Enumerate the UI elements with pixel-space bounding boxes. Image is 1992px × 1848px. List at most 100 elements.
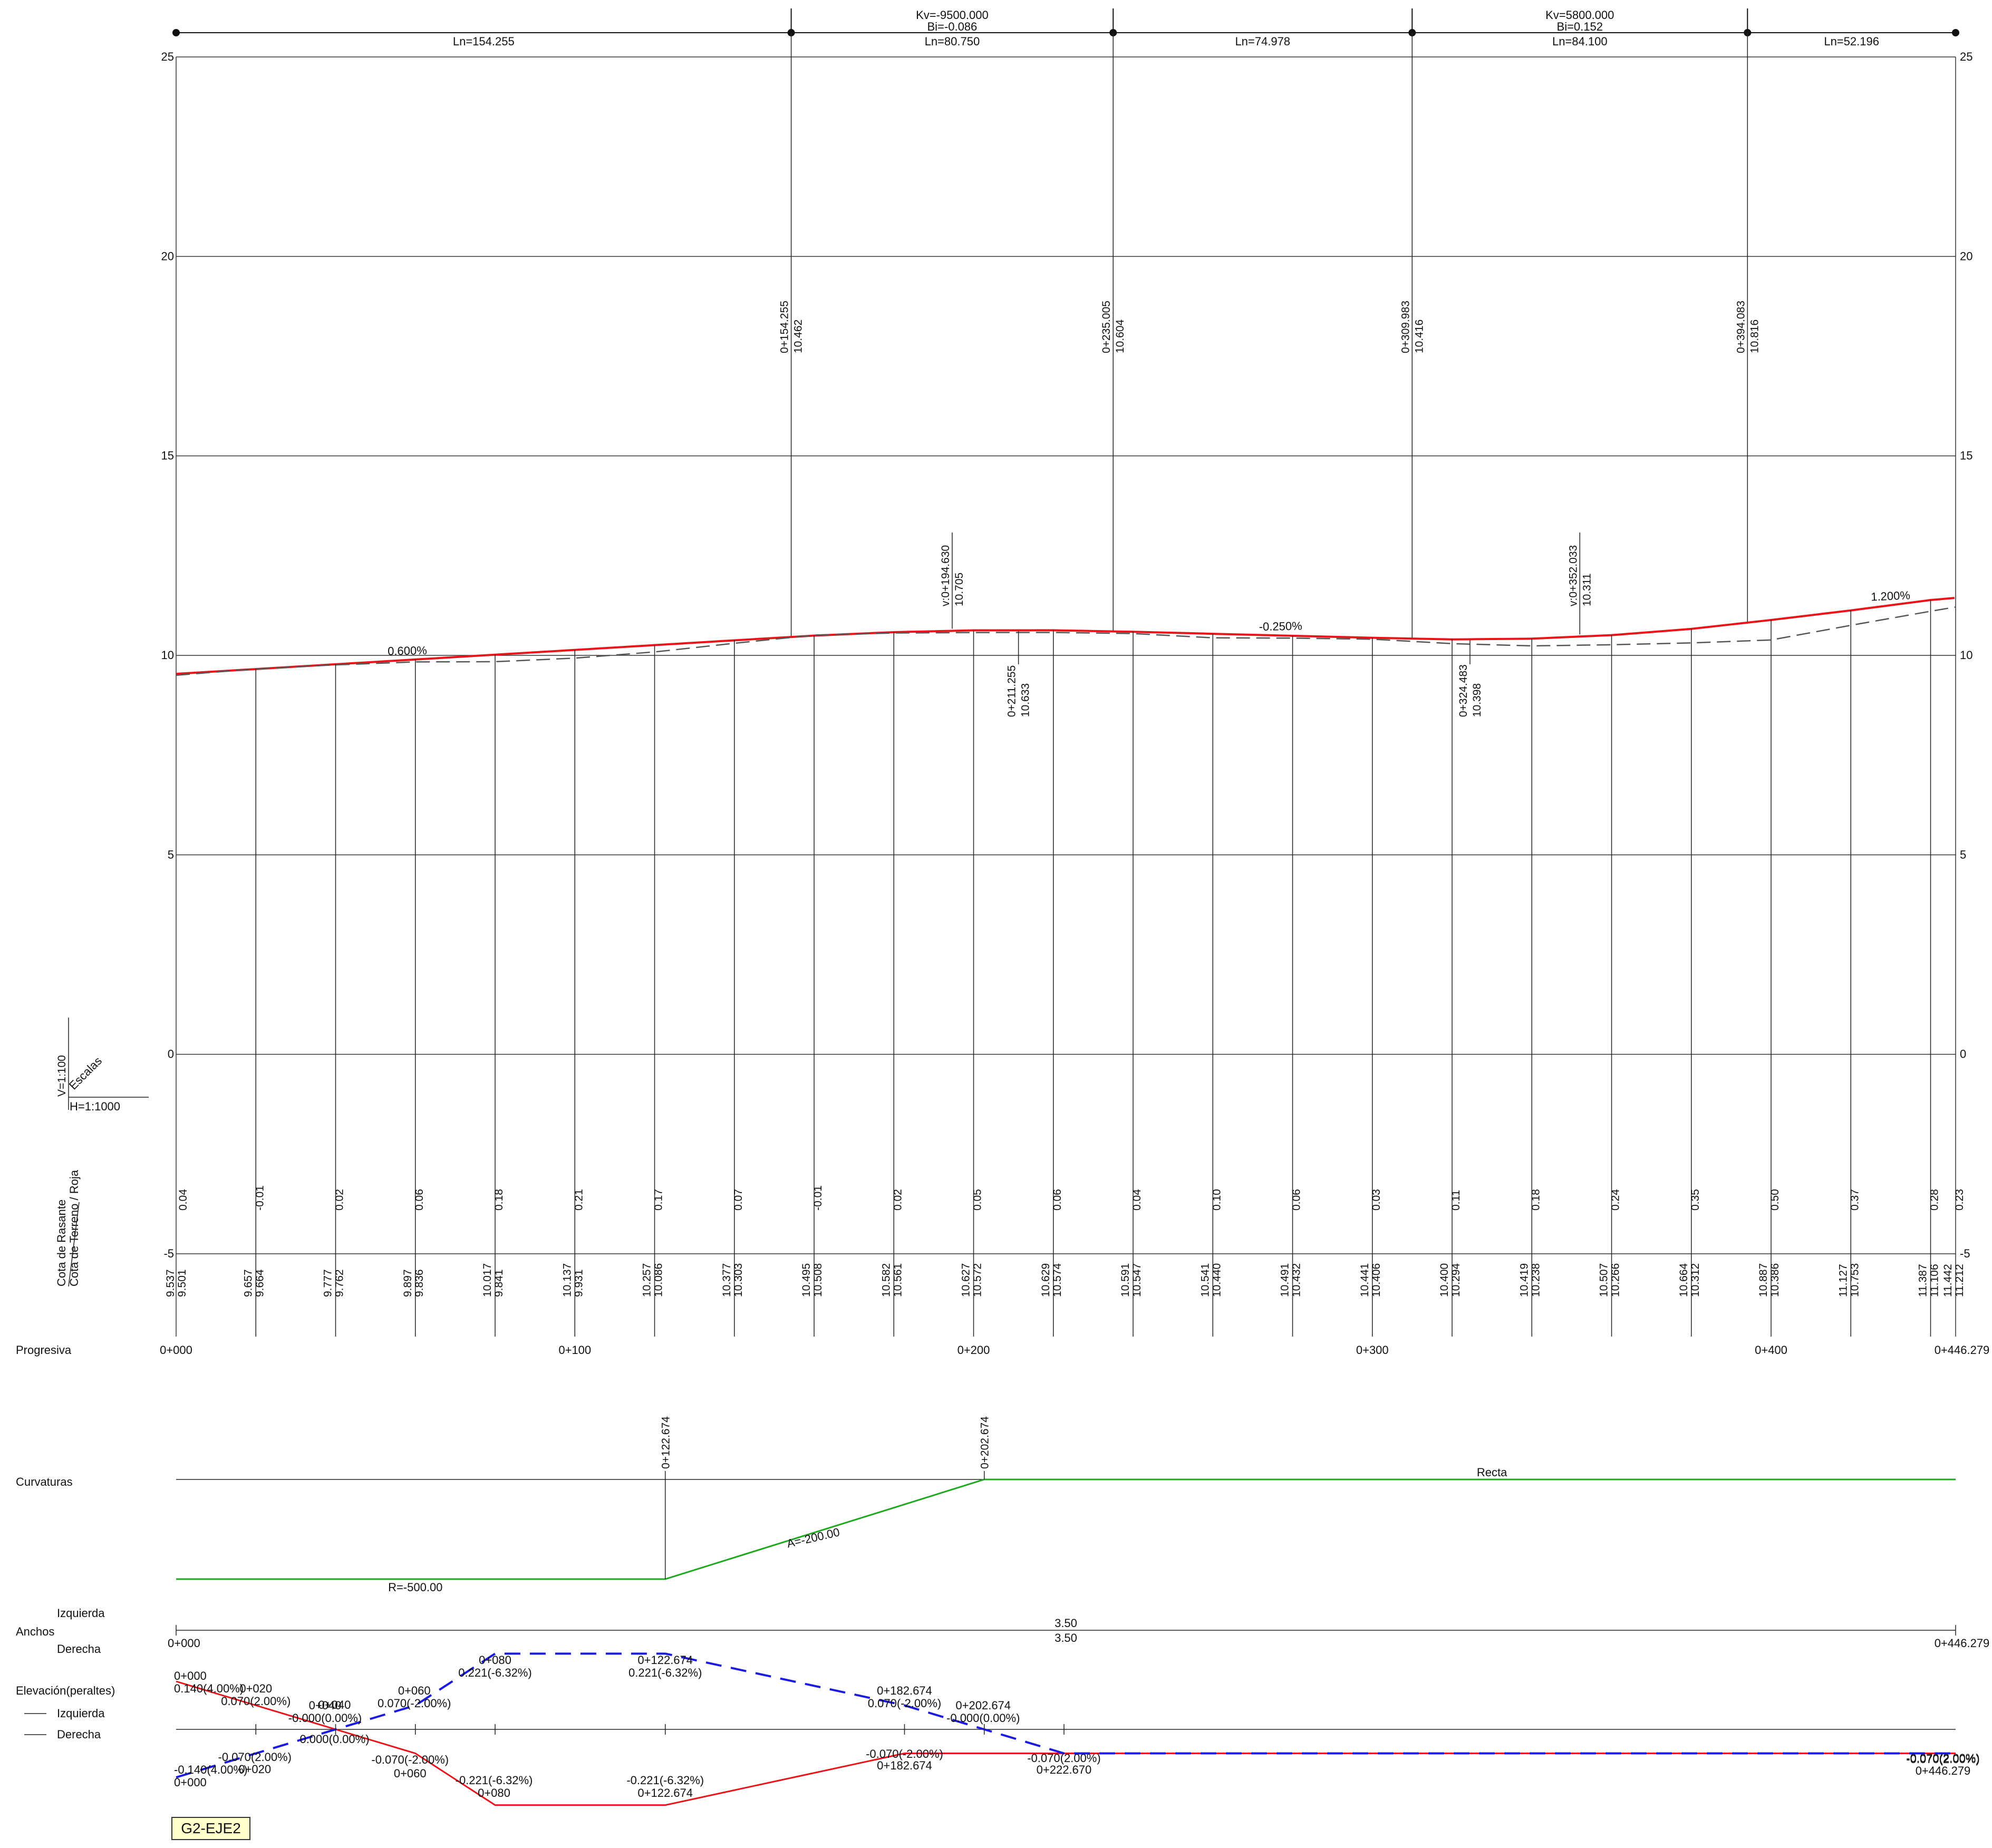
cut-fill-label: 0.06 xyxy=(1051,1189,1063,1211)
band-title-divider xyxy=(68,1202,80,1287)
cut-fill-label: 0.35 xyxy=(1689,1189,1701,1211)
terrain-elevation-label: 10.547 xyxy=(1131,1263,1143,1297)
grade-elevation-label: 11.127 xyxy=(1837,1264,1849,1297)
band-title-derecha: Derecha xyxy=(57,1642,101,1656)
terrain-elevation-label: 10.386 xyxy=(1769,1263,1781,1297)
curvature-line xyxy=(176,1478,1956,1580)
slope-label: 1.200% xyxy=(1871,588,1911,603)
cut-fill-label: 0.18 xyxy=(493,1189,505,1211)
grade-elevation-label: 10.017 xyxy=(481,1263,494,1297)
left-superelevation-label: 0+182.674 xyxy=(877,1684,932,1697)
grade-elevation-label: 10.627 xyxy=(960,1263,972,1297)
segment-length-label: Ln=154.255 xyxy=(453,35,515,48)
grade-elevation-label: 10.400 xyxy=(1438,1263,1451,1297)
segment-length-label: Ln=80.750 xyxy=(925,35,980,48)
left-superelevation-label: 0+060 xyxy=(398,1684,431,1697)
y-tick-label-right: 25 xyxy=(1960,50,1972,63)
terrain-elevation-label: 10.312 xyxy=(1689,1263,1701,1297)
ts1-label: 0+122.674 xyxy=(660,1416,672,1469)
right-superelevation-label: -0.070(2.00%) xyxy=(1906,1752,1979,1765)
right-superelevation-label: -0.221(-6.32%) xyxy=(456,1774,533,1787)
left-superelevation-label: 0+040 xyxy=(309,1699,342,1712)
left-superelevation-label: 0+080 xyxy=(479,1653,511,1667)
terrain-elevation-label: 9.836 xyxy=(413,1269,426,1297)
grade-elevation-label: 9.657 xyxy=(242,1269,254,1297)
grade-elevation-label: 10.257 xyxy=(641,1263,653,1297)
left-superelevation-label: 0+122.674 xyxy=(637,1653,693,1667)
curve1-kv: Kv=-9500.000 xyxy=(916,8,989,22)
slope-label: 0.600% xyxy=(388,644,427,658)
right-superelevation-sublabel: 0+060 xyxy=(394,1767,427,1780)
vertex-station-label: v:0+352.033 xyxy=(1567,545,1579,606)
cut-fill-label: 0.37 xyxy=(1849,1189,1861,1211)
terrain-elevation-label: 9.762 xyxy=(334,1269,346,1297)
terrain-elevation-label: 10.508 xyxy=(812,1263,824,1297)
grade-elevation-label: 10.495 xyxy=(800,1263,813,1297)
left-superelevation-sublabel: -0.000(0.00%) xyxy=(946,1711,1020,1725)
vertex-elevation-label: 10.311 xyxy=(1581,573,1593,606)
cut-fill-label: 0.06 xyxy=(413,1189,426,1211)
terrain-elevation-label: 9.931 xyxy=(573,1269,585,1297)
cut-fill-label: 0.24 xyxy=(1610,1189,1622,1211)
grade-elevation-label: 9.777 xyxy=(322,1269,334,1297)
right-superelevation-label: -0.070(-2.00%) xyxy=(371,1753,449,1766)
vpi-station-label: 0+394.083 xyxy=(1735,301,1747,353)
left-superelevation-sublabel: 0.221(-6.32%) xyxy=(628,1666,702,1679)
cut-fill-label: 0.21 xyxy=(573,1189,585,1211)
left-width-label: 3.50 xyxy=(1055,1617,1077,1630)
terrain-elevation-label: 10.440 xyxy=(1211,1263,1223,1297)
left-superelevation-label: 0+202.674 xyxy=(955,1699,1011,1712)
y-tick-label-left: 25 xyxy=(161,50,174,63)
terrain-elevation-label: 10.753 xyxy=(1849,1263,1861,1297)
terrain-elevation-label: 10.574 xyxy=(1051,1263,1063,1297)
y-tick-label-left: 20 xyxy=(161,249,174,263)
terrain-elevation-label: 9.841 xyxy=(493,1269,505,1297)
vertex-elevation-label: 10.705 xyxy=(953,573,965,606)
legend-der-label: Derecha xyxy=(57,1728,101,1741)
segment-length-label: Ln=84.100 xyxy=(1552,35,1608,48)
terrain-elevation-label: 9.664 xyxy=(254,1269,266,1297)
cut-fill-label: 0.17 xyxy=(653,1189,665,1211)
terrain-elevation-label: 10.266 xyxy=(1610,1263,1622,1297)
left-superelevation-sublabel: 0.221(-6.32%) xyxy=(458,1666,531,1679)
vertex-station-label: v:0+194.630 xyxy=(940,545,952,606)
band-title-rasante: Cota de Rasante xyxy=(55,1199,68,1286)
grade-elevation-label: 11.442 xyxy=(1942,1264,1954,1297)
cut-fill-label: 0.02 xyxy=(892,1189,904,1211)
vpi-station-label: 0+309.983 xyxy=(1399,301,1411,353)
right-width-label: 3.50 xyxy=(1055,1631,1077,1644)
band-title-izquierda: Izquierda xyxy=(57,1607,105,1620)
radius-label: R=-500.00 xyxy=(388,1581,442,1594)
cut-fill-label: 0.23 xyxy=(1954,1189,1966,1211)
grade-elevation-label: 10.541 xyxy=(1199,1263,1211,1297)
y-tick-label-right: 20 xyxy=(1960,249,1972,263)
grade-elevation-label: 9.897 xyxy=(402,1269,414,1297)
right-superelevation-sublabel: 0.140(4.00%) xyxy=(174,1682,244,1695)
cut-fill-label: 0.28 xyxy=(1929,1189,1941,1211)
terrain-elevation-label: 10.303 xyxy=(732,1263,744,1297)
cut-fill-label: 0.50 xyxy=(1769,1189,1781,1211)
cut-fill-label: -0.01 xyxy=(254,1185,266,1211)
grade-elevation-label: 10.441 xyxy=(1359,1263,1371,1297)
y-tick-label-right: 5 xyxy=(1960,848,1966,861)
left-superelevation-sublabel: 0+446.279 xyxy=(1916,1764,1971,1777)
right-superelevation-sublabel: 0.070(2.00%) xyxy=(221,1695,291,1708)
progresiva-label: 0+400 xyxy=(1755,1343,1787,1357)
left-superelevation-sublabel: 0.070(-2.00%) xyxy=(868,1697,941,1710)
scale-h-label: H=1:1000 xyxy=(70,1100,120,1113)
terrain-elevation-label: 10.086 xyxy=(653,1263,665,1297)
right-superelevation-sublabel: 0+122.674 xyxy=(637,1786,693,1799)
left-superelevation-sublabel: -0.000(0.00%) xyxy=(288,1711,362,1725)
tangent-station-label: 0+211.255 xyxy=(1006,665,1018,717)
cut-fill-label: 0.07 xyxy=(732,1189,744,1211)
left-superelevation-sublabel: 0+000 xyxy=(174,1776,207,1789)
left-superelevation-label: -0.140(4.00%) xyxy=(174,1763,247,1776)
grade-elevation-label: 10.664 xyxy=(1678,1263,1690,1297)
ts2-label: 0+202.674 xyxy=(979,1416,991,1469)
left-superelevation-sublabel: 0+222.670 xyxy=(1037,1763,1092,1776)
grade-elevation-label: 10.591 xyxy=(1119,1263,1132,1297)
vpi-elevation-label: 10.462 xyxy=(792,320,805,353)
progresiva-label: 0+300 xyxy=(1356,1343,1389,1357)
